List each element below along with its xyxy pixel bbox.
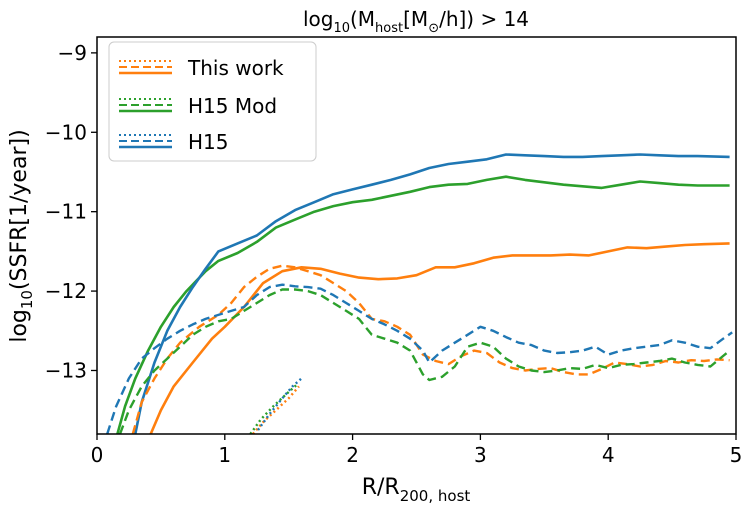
legend-label-h15-mod: H15 Mod <box>188 94 277 118</box>
x-axis-label: R/R200, host <box>362 475 471 505</box>
legend-label-h15: H15 <box>188 130 229 154</box>
series-layer <box>106 153 733 434</box>
series-line-this-work-dotted <box>251 385 300 434</box>
y-tick-label-3: −10 <box>45 120 87 144</box>
legend: This work H15 Mod H15 <box>108 41 317 162</box>
x-tick-label-5: 5 <box>730 443 743 467</box>
x-tick-label-4: 4 <box>602 443 615 467</box>
y-axis-label: log10(SSFR[1/year]) <box>7 129 36 342</box>
x-tick-label-0: 0 <box>91 443 104 467</box>
x-tick-label-3: 3 <box>474 443 487 467</box>
series-line-h15-mod-dashed <box>118 288 731 434</box>
legend-entry-h15: H15 <box>119 130 229 154</box>
y-tick-label-2: −11 <box>45 200 87 224</box>
legend-entry-h15-mod: H15 Mod <box>119 94 277 118</box>
series-line-h15-mod <box>116 175 730 434</box>
series-line-h15-mod-dotted <box>249 383 299 434</box>
tick-layer: 0 1 2 3 4 5 −13 −12 −11 −10 −9 <box>45 41 743 467</box>
series-line-h15-dashed <box>106 283 733 434</box>
plot-frame <box>96 36 737 435</box>
legend-entry-this-work: This work <box>119 56 284 80</box>
y-tick-label-1: −12 <box>45 279 87 303</box>
x-tick-label-2: 2 <box>346 443 359 467</box>
chart-title: log10(Mhost[M⊙/h]) > 14 <box>303 7 529 36</box>
x-tick-label-1: 1 <box>218 443 231 467</box>
y-tick-label-0: −13 <box>45 358 87 382</box>
series-line-h15 <box>134 153 730 434</box>
series-line-this-work-dashed <box>131 264 730 434</box>
series-line-this-work <box>149 242 730 434</box>
legend-label-this-work: This work <box>187 56 284 80</box>
y-tick-label-4: −9 <box>58 41 87 65</box>
